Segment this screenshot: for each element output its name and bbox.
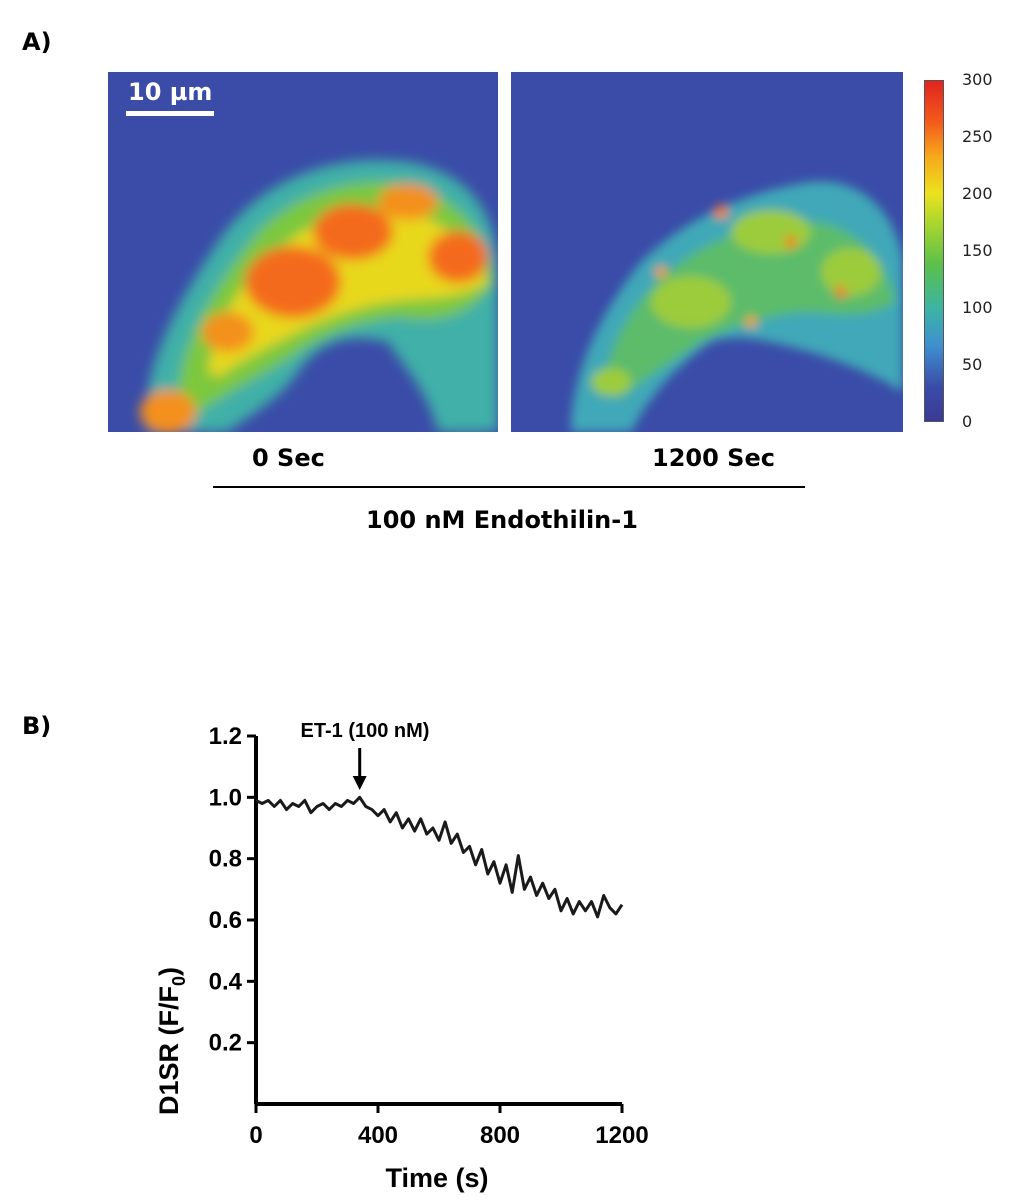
annotation-arrow-head <box>352 776 367 790</box>
panel-a-label: A) <box>22 28 52 56</box>
caption-0-sec: 0 Sec <box>252 444 325 472</box>
y-tick-label: 1.2 <box>209 723 242 750</box>
y-tick-label: 0.4 <box>209 968 243 995</box>
colorbar-tick-50: 50 <box>962 355 983 374</box>
scale-bar-label: 10 µm <box>128 78 213 106</box>
colorbar-tick-300: 300 <box>962 70 993 89</box>
colorbar-tick-250: 250 <box>962 127 993 146</box>
treatment-label: 100 nM Endothilin-1 <box>366 506 638 534</box>
d1sr-time-course-chart: 0.2 0.4 0.6 0.8 1.0 1.2 0 400 800 1200 ET-1 (100 … <box>154 720 649 1193</box>
x-axis-label: Time (s) <box>385 1163 488 1193</box>
annotation-label: ET-1 (100 nM) <box>301 720 430 742</box>
intensity-colorbar <box>924 80 944 422</box>
panel-b-label: B) <box>22 712 52 740</box>
caption-1200-sec: 1200 Sec <box>652 444 775 472</box>
y-tick-label: 0.6 <box>209 907 242 934</box>
x-tick-label: 400 <box>358 1122 398 1149</box>
colorbar-tick-100: 100 <box>962 298 993 317</box>
x-tick-label: 0 <box>249 1122 262 1149</box>
d1sr-series-line <box>255 795 624 919</box>
y-tick-label: 0.2 <box>209 1030 242 1057</box>
micrograph-1200-sec <box>511 72 903 432</box>
x-tick-label: 1200 <box>595 1122 648 1149</box>
y-axis-label-sub: 0 <box>169 976 189 986</box>
y-tick-label: 1.0 <box>209 784 242 811</box>
y-axis-label-main: D1SR (F/F <box>154 986 184 1115</box>
x-tick-label: 800 <box>480 1122 520 1149</box>
scale-bar <box>126 111 214 116</box>
y-axis-label: D1SR (F/F0) <box>154 967 189 1115</box>
colorbar-tick-150: 150 <box>962 241 993 260</box>
y-tick-label: 0.8 <box>209 846 242 873</box>
colorbar-tick-0: 0 <box>962 412 973 431</box>
y-axis-label-end: ) <box>154 967 184 976</box>
colorbar-tick-200: 200 <box>962 184 993 203</box>
micrograph-0-sec <box>108 72 498 432</box>
treatment-bracket-line <box>213 486 805 488</box>
